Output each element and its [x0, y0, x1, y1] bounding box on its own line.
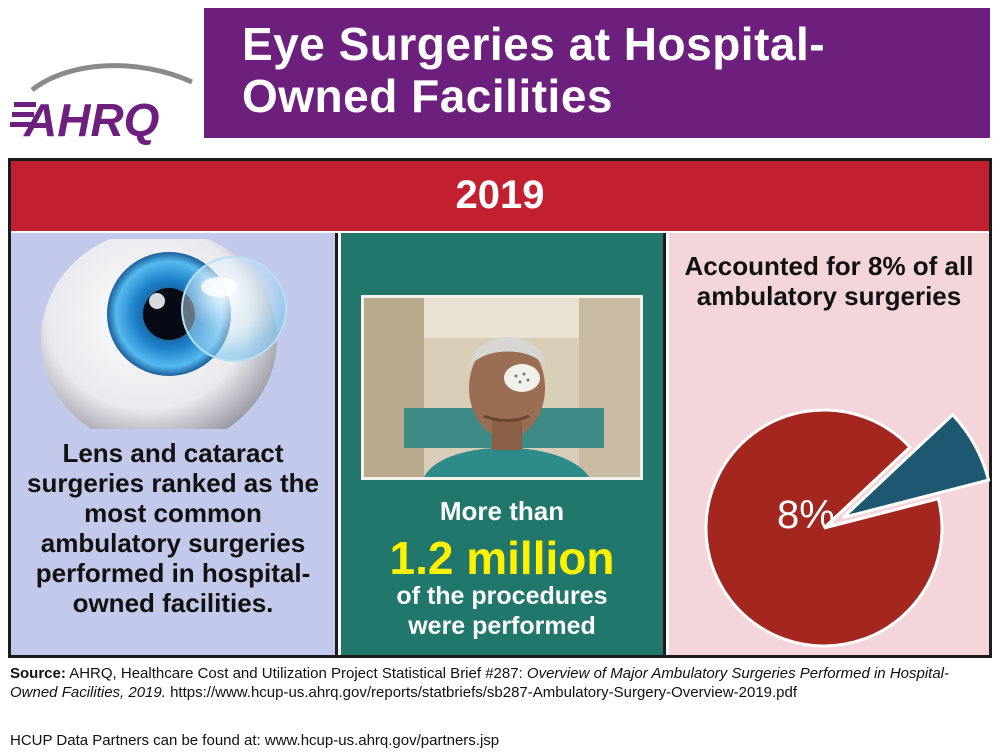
source-report-title: Overview of Major Ambulatory Surgeries P…: [10, 665, 950, 701]
panel-ranking: Lens and cataract surgeries ranked as th…: [11, 233, 338, 655]
eyeball-icon: [41, 239, 287, 429]
procedures-caption: of the procedures were performed: [341, 581, 663, 641]
panel-share: Accounted for 8% of all ambulatory surge…: [669, 233, 991, 655]
patient-eye-patch-image: [364, 298, 640, 477]
procedures-count: 1.2 million: [389, 532, 615, 584]
procedures-caption-line1: of the procedures: [396, 582, 608, 610]
source-citation: Source: AHRQ, Healthcare Cost and Utiliz…: [10, 664, 995, 702]
share-pie-chart: 8%: [704, 408, 991, 648]
page-title-line1: Eye Surgeries at Hospital-: [242, 18, 826, 70]
partners-note: HCUP Data Partners can be found at: www.…: [10, 732, 500, 749]
infographic-frame: 2019: [8, 158, 992, 658]
patient-photo: [361, 295, 643, 480]
source-text: AHRQ, Healthcare Cost and Utilization Pr…: [65, 665, 527, 682]
ahrq-logo-icon: AHRQ: [10, 63, 194, 146]
procedures-intro: More than: [439, 496, 565, 526]
ahrq-logo-text: AHRQ: [23, 94, 160, 146]
share-text: Accounted for 8% of all ambulatory surge…: [684, 251, 974, 311]
year-label: 2019: [455, 173, 545, 217]
page-title-line2: Owned Facilities: [242, 70, 613, 122]
pie-slice-8-percent: [842, 412, 991, 519]
pie-percent-label: 8%: [777, 493, 835, 537]
title-banner: Eye Surgeries at Hospital- Owned Facilit…: [204, 8, 990, 138]
panel-procedures: More than 1.2 million of the procedures …: [341, 233, 666, 655]
year-banner: 2019: [11, 161, 989, 231]
source-label: Source:: [10, 665, 66, 682]
ahrq-logo: AHRQ: [10, 62, 200, 146]
ranking-text: Lens and cataract surgeries ranked as th…: [27, 438, 319, 618]
procedures-caption-line2: were performed: [408, 612, 596, 640]
pie-slice-rest: [704, 408, 944, 648]
source-url[interactable]: https://www.hcup-us.ahrq.gov/reports/sta…: [165, 684, 798, 701]
